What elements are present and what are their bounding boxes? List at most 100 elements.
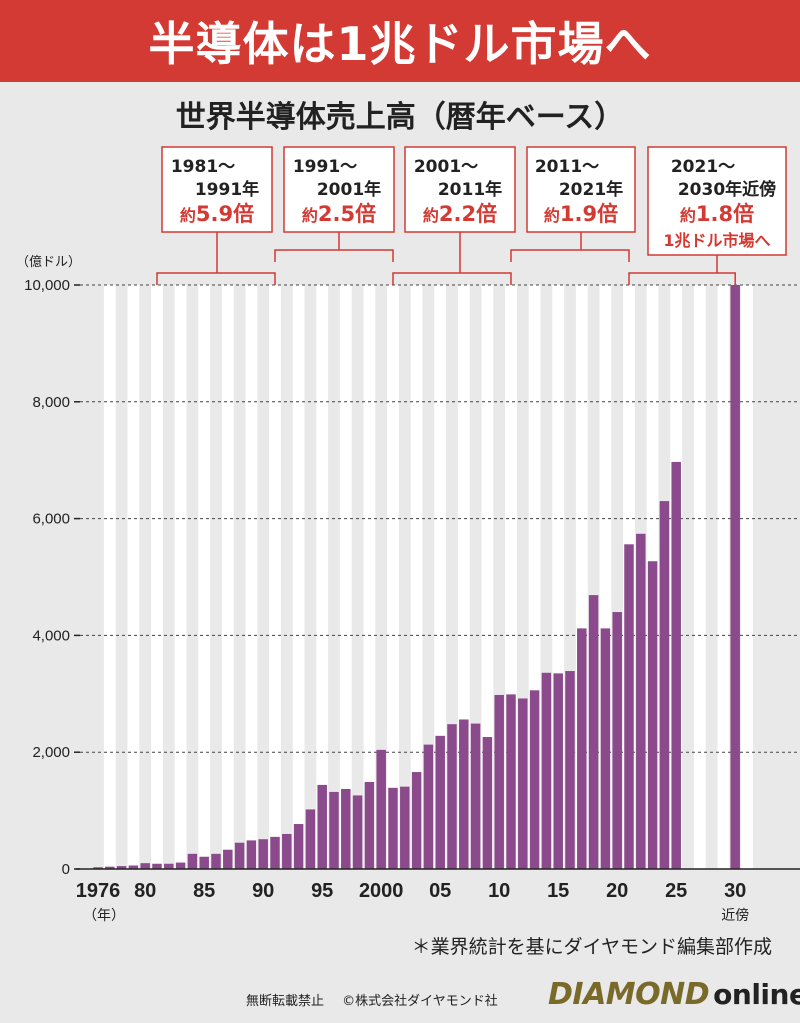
bar-2012: [518, 698, 528, 869]
bar-2023: [647, 561, 658, 869]
x-tick-label: 05: [429, 880, 451, 902]
annotation-period-end: 2001年: [317, 179, 381, 200]
bar-2008: [470, 723, 481, 869]
bar-2019: [600, 628, 611, 869]
grid-stripe: [575, 285, 588, 869]
y-axis-unit-label: （億ドル）: [16, 254, 81, 270]
bar-1998: [352, 795, 363, 869]
grid-stripe: [127, 285, 140, 869]
bar-1978: [116, 866, 127, 869]
annotation-period-end: 1991年: [195, 179, 259, 200]
annotation-period-start: 1981～: [171, 157, 235, 177]
annotation-bracket: [510, 249, 630, 262]
annotation-bracket: [274, 249, 394, 262]
x-tick-label: 20: [606, 880, 628, 902]
x-tick-sublabel: 近傍: [721, 907, 749, 924]
annotation-value: 1.9倍: [560, 202, 618, 226]
annotation-period-end: 2021年: [559, 179, 623, 200]
footer-notice: 無断転載禁止 ©株式会社ダイヤモンド社: [246, 990, 512, 1009]
bar-1997: [341, 788, 351, 869]
bar-2003: [411, 772, 422, 869]
bar-2009: [482, 737, 493, 869]
annotation-period-end: 2030年近傍: [678, 179, 776, 200]
annotation-multiple: 約1.9倍: [544, 202, 618, 226]
bar-2010: [494, 694, 504, 869]
copyright-text: ©株式会社ダイヤモンド社: [342, 994, 498, 1009]
bar-2018: [588, 595, 599, 869]
annotation-prefix: 約: [680, 206, 696, 225]
grid-stripe: [410, 285, 423, 869]
bar-1983: [175, 862, 186, 869]
annotation-period-start: 2021～: [671, 157, 735, 177]
grid-stripe: [245, 285, 258, 869]
grid-stripe: [693, 285, 706, 869]
bar-2011: [506, 694, 516, 869]
bar-2007: [459, 719, 469, 869]
annotation-multiple: 約1.8倍: [680, 202, 754, 226]
banner-title: 半導体は1兆ドル市場へ: [148, 17, 652, 71]
grid-stripe: [363, 285, 376, 869]
bar-1984: [187, 853, 198, 869]
grid-stripe: [269, 285, 281, 869]
x-tick-label: 85: [193, 880, 215, 902]
annotation-bracket: [628, 272, 736, 285]
grid-stripe: [505, 285, 517, 869]
bar-2006: [447, 724, 457, 869]
y-tick-label: 10,000: [24, 277, 70, 294]
annotation-multiple: 約2.2倍: [423, 202, 497, 226]
logo-brand: DIAMOND: [548, 977, 710, 1012]
diamond-online-logo[interactable]: DIAMOND online: [548, 977, 800, 1012]
annotation-box: [526, 146, 636, 233]
no-reprint-text: 無断転載禁止: [246, 994, 325, 1009]
bar-2017: [577, 628, 587, 869]
annotation-box: [283, 146, 395, 233]
bar-1979: [128, 865, 139, 869]
y-tick-label: 4,000: [32, 627, 70, 644]
x-tick-label: 25: [665, 880, 687, 902]
bar-1987: [223, 849, 233, 869]
annotation-period-end: 2011年: [438, 179, 502, 200]
bar-2004: [423, 744, 434, 869]
y-tick-label: 8,000: [32, 394, 70, 411]
annotation-box: [647, 146, 787, 256]
bar-1988: [234, 842, 245, 869]
annotation-prefix: 約: [302, 206, 318, 225]
grid-stripe: [221, 285, 234, 869]
bar-1982: [164, 863, 174, 869]
bar-1993: [293, 824, 304, 869]
x-tick-label: 30: [724, 880, 746, 902]
x-tick-label: 2000: [359, 880, 404, 902]
annotation-box: [404, 146, 516, 233]
grid-stripe: [316, 285, 329, 869]
grid-stripe: [481, 285, 494, 869]
annotation-period-start: 2011～: [535, 157, 599, 177]
banner: 半導体は1兆ドル市場へ: [0, 0, 800, 82]
annotation-value: 2.2倍: [439, 202, 497, 226]
x-tick-label: 95: [311, 880, 333, 902]
annotation-bracket: [392, 272, 512, 285]
bar-2013: [529, 690, 540, 869]
annotation-value: 1.8倍: [696, 202, 754, 226]
annotation-period-start: 2001～: [414, 157, 478, 177]
x-tick-label: 10: [488, 880, 510, 902]
y-tick-label: 2,000: [32, 744, 70, 761]
bar-1996: [329, 791, 339, 869]
annotation-multiple: 約5.9倍: [180, 202, 254, 226]
bar-1980: [140, 863, 150, 869]
x-tick-label: 1976: [76, 880, 121, 902]
bar-2000: [376, 749, 386, 869]
annotation-value: 5.9倍: [196, 202, 254, 226]
source-note: ＊業界統計を基にダイヤモンド編集部作成: [411, 936, 772, 958]
grid-stripe: [434, 285, 447, 869]
bar-2014: [541, 672, 552, 869]
bar-2015: [553, 673, 563, 869]
bar-2021: [624, 544, 634, 869]
annotation-prefix: 約: [423, 206, 439, 225]
bar-1981: [152, 863, 162, 869]
grid-stripe: [151, 285, 163, 869]
bar-2005: [435, 735, 445, 869]
x-tick-label: 80: [134, 880, 156, 902]
bar-1994: [305, 809, 316, 869]
grid-stripe: [717, 285, 730, 869]
